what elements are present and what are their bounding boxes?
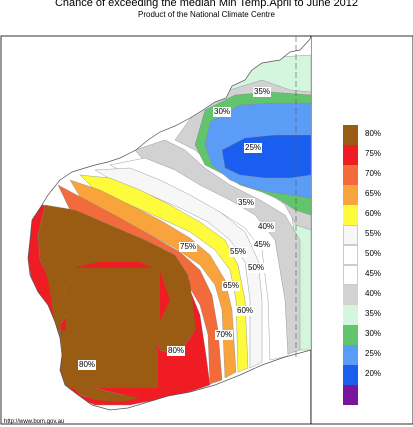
legend-label: 60% [365,209,382,218]
legend-label: 55% [365,229,382,238]
legend-item: 50% [343,245,413,265]
map-label-60: 60% [236,306,255,316]
legend-swatch [343,245,358,265]
legend-swatch [343,125,358,145]
legend-swatch [343,145,358,165]
map-subtitle: Product of the National Climate Centre [138,10,275,19]
legend-swatch [343,265,358,285]
legend-item: 40% [343,285,413,305]
legend-item: 75% [343,145,413,165]
legend-label: 20% [365,369,382,378]
legend-item: 30% [343,325,413,345]
legend-swatch [343,305,358,325]
map-label-30-north: 30% [213,107,232,117]
legend-item: 20% [343,365,413,385]
map-title: Chance of exceeding the median Min Temp.… [54,0,359,9]
legend-label: 65% [365,189,382,198]
legend-label: 70% [365,169,382,178]
map-label-75: 75% [179,242,198,252]
legend-item: 25% [343,345,413,365]
legend-item [343,385,413,405]
map-label-65: 65% [222,281,241,291]
map-label-70: 70% [215,330,234,340]
legend-item: 70% [343,165,413,185]
legend-swatch [343,365,358,385]
legend-label: 80% [365,129,382,138]
legend-item: 45% [343,265,413,285]
legend-item: 80% [343,125,413,145]
legend-item: 60% [343,205,413,225]
legend-label: 35% [365,309,382,318]
map-label-25: 25% [244,143,263,153]
legend-frame [310,35,413,425]
legend-swatch [343,225,358,245]
legend-swatch [343,205,358,225]
legend-item: 65% [343,185,413,205]
map-label-80-west: 80% [78,360,97,370]
map-label-50: 50% [247,263,266,273]
legend-label: 75% [365,149,382,158]
map-label-80-east: 80% [167,346,186,356]
source-credit: http://www.bom.gov.au [4,419,65,425]
zone-80-core [40,210,196,402]
zone-60 [79,174,249,373]
legend-swatch [343,385,358,405]
legend-label: 50% [365,249,382,258]
map-label-40: 40% [257,222,276,232]
legend-label: 40% [365,289,382,298]
legend-label: 45% [365,269,382,278]
legend-swatch [343,325,358,345]
legend-label: 25% [365,349,382,358]
legend-swatch [343,285,358,305]
legend-label: 30% [365,329,382,338]
zone-55 [94,167,263,369]
legend-swatch [343,345,358,365]
legend-item: 55% [343,225,413,245]
map-label-35-north: 35% [253,87,272,97]
map-label-45: 45% [253,240,272,250]
coastline [27,37,312,411]
map-label-55: 55% [229,247,248,257]
legend-swatch [343,185,358,205]
legend-swatch [343,165,358,185]
map-label-35-mid: 35% [237,198,256,208]
legend-item: 35% [343,305,413,325]
